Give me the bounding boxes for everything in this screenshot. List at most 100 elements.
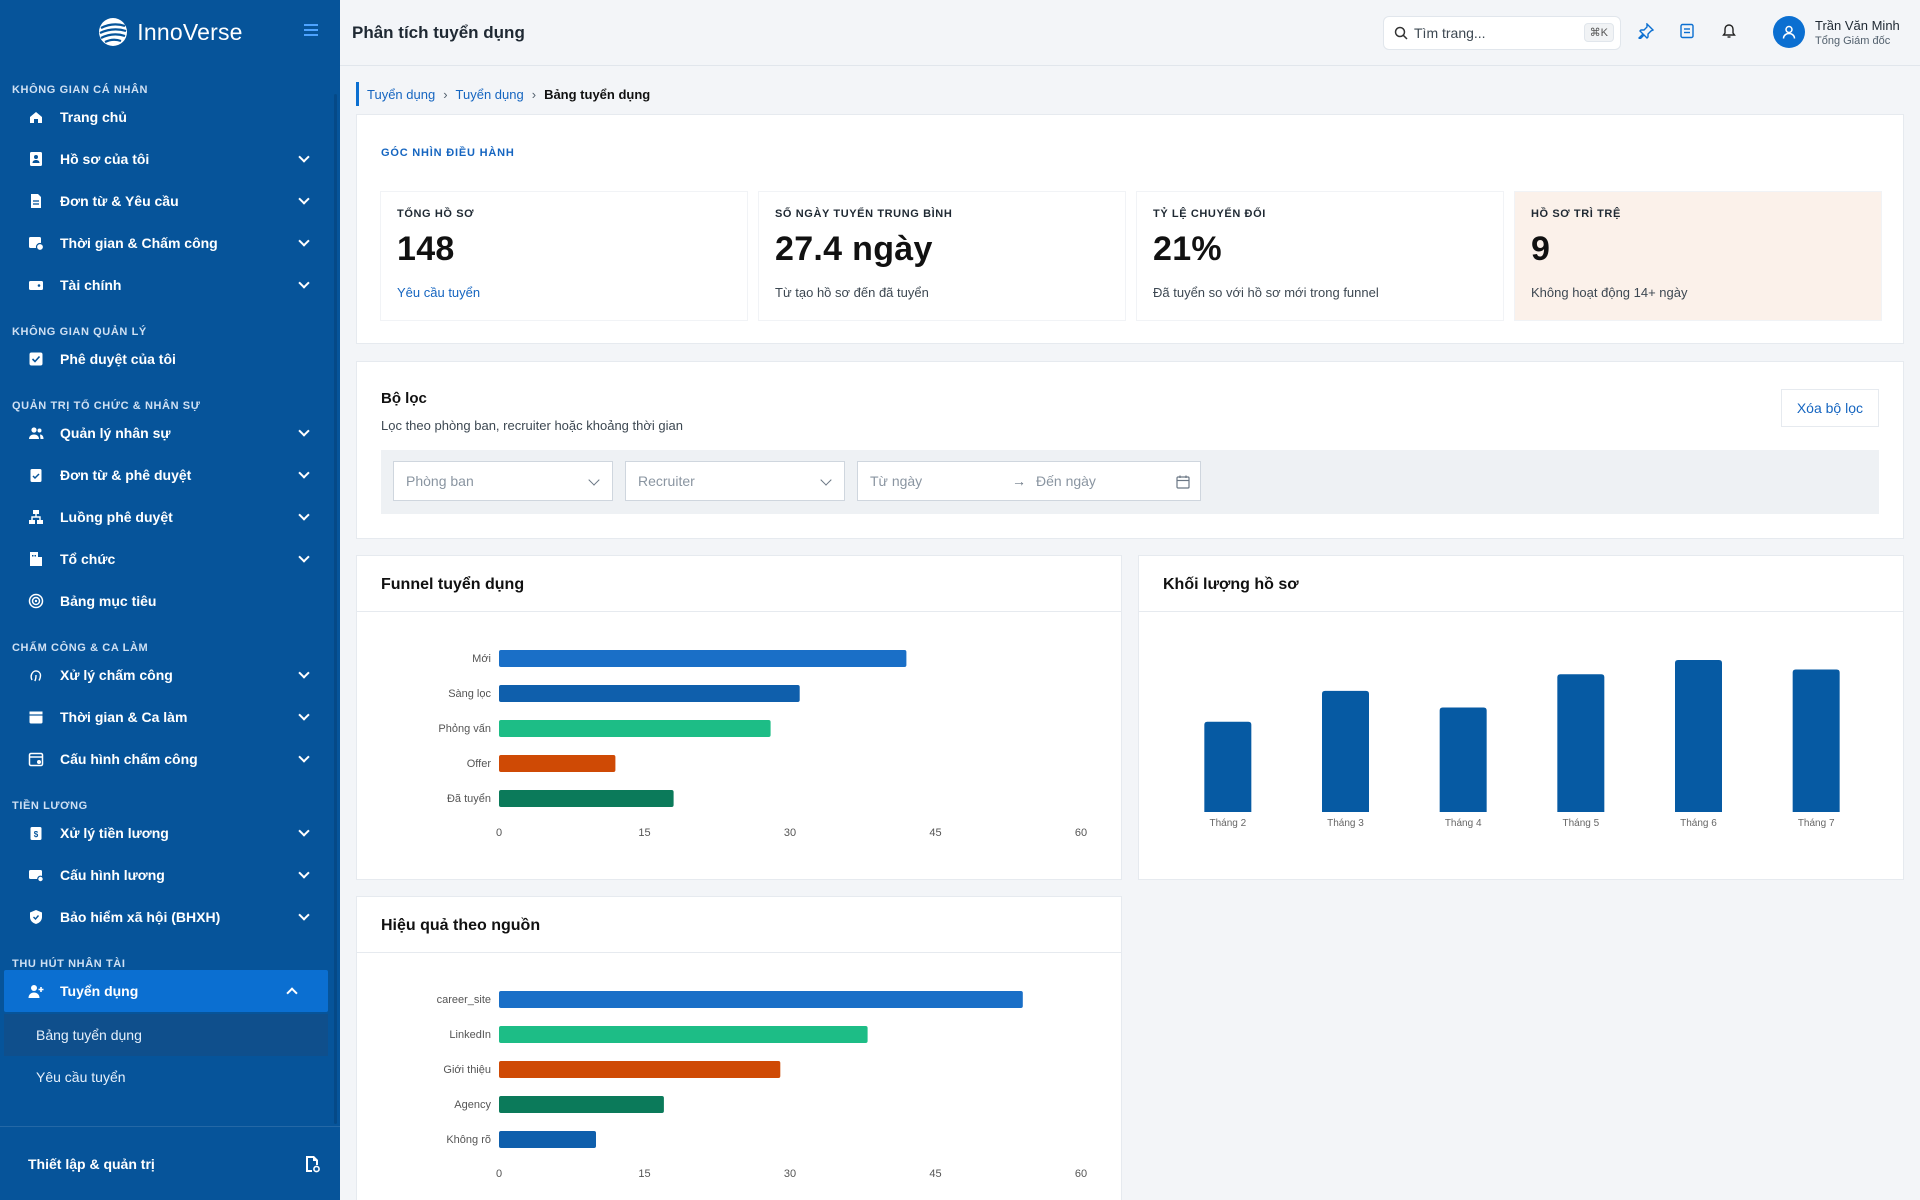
sidebar-item-label: Cấu hình chấm công	[60, 751, 198, 767]
tick-label: 60	[1075, 1168, 1087, 1180]
sidebar-item-label: Bảng mục tiêu	[60, 593, 157, 609]
sidebar-item[interactable]: Bảng mục tiêu	[0, 580, 340, 622]
filter-description: Lọc theo phòng ban, recruiter hoặc khoản…	[381, 418, 683, 433]
sidebar-item-label: Thời gian & Ca làm	[60, 709, 188, 725]
filter-bar: Phòng ban Recruiter Từ ngày → Đến ngày	[381, 450, 1879, 514]
breadcrumb-link[interactable]: Tuyển dụng	[367, 86, 436, 102]
kpi-label: TỶ LỆ CHUYỂN ĐỔI	[1153, 208, 1266, 220]
search-icon	[1394, 26, 1408, 40]
kpi-conversion-rate: TỶ LỆ CHUYỂN ĐỔI 21% Đã tuyển so với hồ …	[1137, 192, 1503, 320]
chevron-down-icon	[298, 151, 310, 163]
sidebar-item[interactable]: Hồ sơ của tôi	[0, 138, 340, 180]
sidebar-footer-settings[interactable]: Thiết lập & quản trị	[0, 1126, 340, 1200]
globe-logo-icon	[99, 18, 128, 46]
date-to-input[interactable]: Đến ngày	[1036, 473, 1096, 489]
sidebar-item[interactable]: Tuyển dụng	[4, 970, 328, 1012]
tick-label: 15	[638, 827, 650, 839]
sidebar-item-label: Bảo hiểm xã hội (BHXH)	[60, 909, 221, 925]
chart-title: Hiệu quả theo nguồn	[381, 917, 541, 934]
sidebar-section-title: KHÔNG GIAN QUẢN LÝ	[12, 326, 147, 338]
sidebar-toggle-icon[interactable]	[304, 24, 318, 36]
sidebar-item[interactable]: Cấu hình chấm công	[0, 738, 340, 780]
breadcrumb-current: Bảng tuyển dụng	[544, 86, 651, 102]
sidebar-item-label: Hồ sơ của tôi	[60, 151, 150, 167]
user-icon	[1782, 25, 1796, 39]
sidebar-section-title: KHÔNG GIAN CÁ NHÂN	[12, 84, 149, 96]
sidebar-scrollbar[interactable]	[334, 94, 337, 1124]
pin-icon[interactable]	[1637, 22, 1655, 40]
category-label: Sàng lọc	[448, 688, 491, 700]
sidebar-item-label: Trang chủ	[60, 109, 127, 125]
sidebar-item[interactable]: Quản lý nhân sự	[0, 412, 340, 454]
sidebar-item[interactable]: Tổ chức	[0, 538, 340, 580]
tick-label: 45	[929, 827, 941, 839]
tick-label: 60	[1075, 827, 1087, 839]
calendar-icon	[1176, 475, 1190, 489]
funnel-chart: Mới Sàng lọc Phỏng vấn Offer Đã tuyển 0 15 30 45…	[438, 650, 1087, 839]
kpi-total-applications: TỔNG HỒ SƠ 148 Yêu cầu tuyển	[381, 192, 747, 320]
breadcrumb-separator-icon: ›	[531, 86, 537, 102]
brand-logo[interactable]: InnoVerse	[97, 16, 242, 48]
sidebar-item[interactable]: Đơn từ & Yêu cầu	[0, 180, 340, 222]
profile-icon	[28, 151, 44, 167]
bar	[499, 685, 800, 702]
sidebar-item-label: Tuyển dụng	[60, 983, 139, 999]
sidebar-item[interactable]: Trang chủ	[0, 96, 340, 138]
sidebar-item-label: Xử lý chấm công	[60, 667, 173, 683]
executive-overview-card: GÓC NHÌN ĐIỀU HÀNH TỔNG HỒ SƠ 148 Yêu cầ…	[356, 114, 1904, 344]
sidebar-section-title: TIỀN LƯƠNG	[12, 800, 88, 812]
clipboard-check-icon	[28, 467, 44, 483]
home-icon	[28, 109, 44, 125]
date-from-input[interactable]: Từ ngày	[870, 473, 923, 489]
filter-title: Bộ lọc	[381, 390, 427, 407]
category-label: LinkedIn	[449, 1029, 491, 1041]
bar	[1204, 721, 1252, 812]
clear-filters-button[interactable]: Xóa bộ lọc	[1780, 389, 1879, 427]
sidebar-item[interactable]: Bảo hiểm xã hội (BHXH)	[0, 896, 340, 938]
search-placeholder: Tìm trang...	[1414, 25, 1486, 41]
sidebar-subitem[interactable]: Bảng tuyển dụng	[4, 1014, 328, 1056]
sidebar-item[interactable]: $ Xử lý tiền lương	[0, 812, 340, 854]
bar	[1792, 669, 1840, 812]
department-select[interactable]: Phòng ban	[393, 461, 613, 501]
sidebar-item-label: Cấu hình lương	[60, 867, 165, 883]
bar	[499, 720, 771, 737]
kpi-link[interactable]: Yêu cầu tuyển	[397, 285, 481, 300]
recruiter-select[interactable]: Recruiter	[625, 461, 845, 501]
tasks-icon[interactable]	[1678, 22, 1696, 40]
sidebar-section-title: CHẤM CÔNG & CA LÀM	[12, 642, 149, 654]
chevron-down-icon	[298, 193, 310, 205]
user-menu[interactable]: Trần Văn Minh Tổng Giám đốc	[1773, 16, 1900, 48]
sidebar-item[interactable]: Xử lý chấm công	[0, 654, 340, 696]
category-label: Giới thiệu	[443, 1064, 491, 1076]
payroll-icon: $	[28, 825, 44, 841]
sidebar-item-label: Tổ chức	[60, 551, 116, 567]
kpi-value: 21%	[1153, 230, 1222, 268]
calendar-clock-icon	[28, 235, 44, 251]
sidebar-item-label: Phê duyệt của tôi	[60, 351, 176, 367]
user-name: Trần Văn Minh	[1815, 17, 1900, 33]
sidebar-item[interactable]: Tài chính	[0, 264, 340, 306]
bar	[499, 650, 907, 667]
sidebar-item[interactable]: Cấu hình lương	[0, 854, 340, 896]
category-label: Tháng 2	[1209, 818, 1246, 829]
category-label: Agency	[454, 1099, 491, 1111]
sidebar-item[interactable]: Đơn từ & phê duyệt	[0, 454, 340, 496]
sidebar-item[interactable]: Thời gian & Chấm công	[0, 222, 340, 264]
sidebar-item-label: Thời gian & Chấm công	[60, 235, 218, 251]
sidebar-subitem[interactable]: Yêu cầu tuyển	[36, 1069, 126, 1085]
workflow-icon	[28, 509, 44, 525]
sidebar-item[interactable]: Phê duyệt của tôi	[0, 338, 340, 380]
bell-icon[interactable]	[1720, 22, 1738, 40]
divider	[357, 952, 1121, 953]
date-range-picker[interactable]: Từ ngày → Đến ngày	[857, 461, 1201, 501]
sidebar-item-label: Tài chính	[60, 277, 122, 293]
chevron-down-icon	[298, 425, 310, 437]
sidebar-item[interactable]: Thời gian & Ca làm	[0, 696, 340, 738]
sidebar-item[interactable]: Luồng phê duyệt	[0, 496, 340, 538]
search-input[interactable]: Tìm trang... ⌘K	[1383, 16, 1621, 50]
breadcrumb-link[interactable]: Tuyển dụng	[455, 86, 524, 102]
sidebar-item-label: Quản lý nhân sự	[60, 425, 171, 441]
kpi-value: 9	[1531, 230, 1551, 268]
kpi-avg-days-to-hire: SỐ NGÀY TUYỂN TRUNG BÌNH 27.4 ngày Từ tạ…	[759, 192, 1125, 320]
